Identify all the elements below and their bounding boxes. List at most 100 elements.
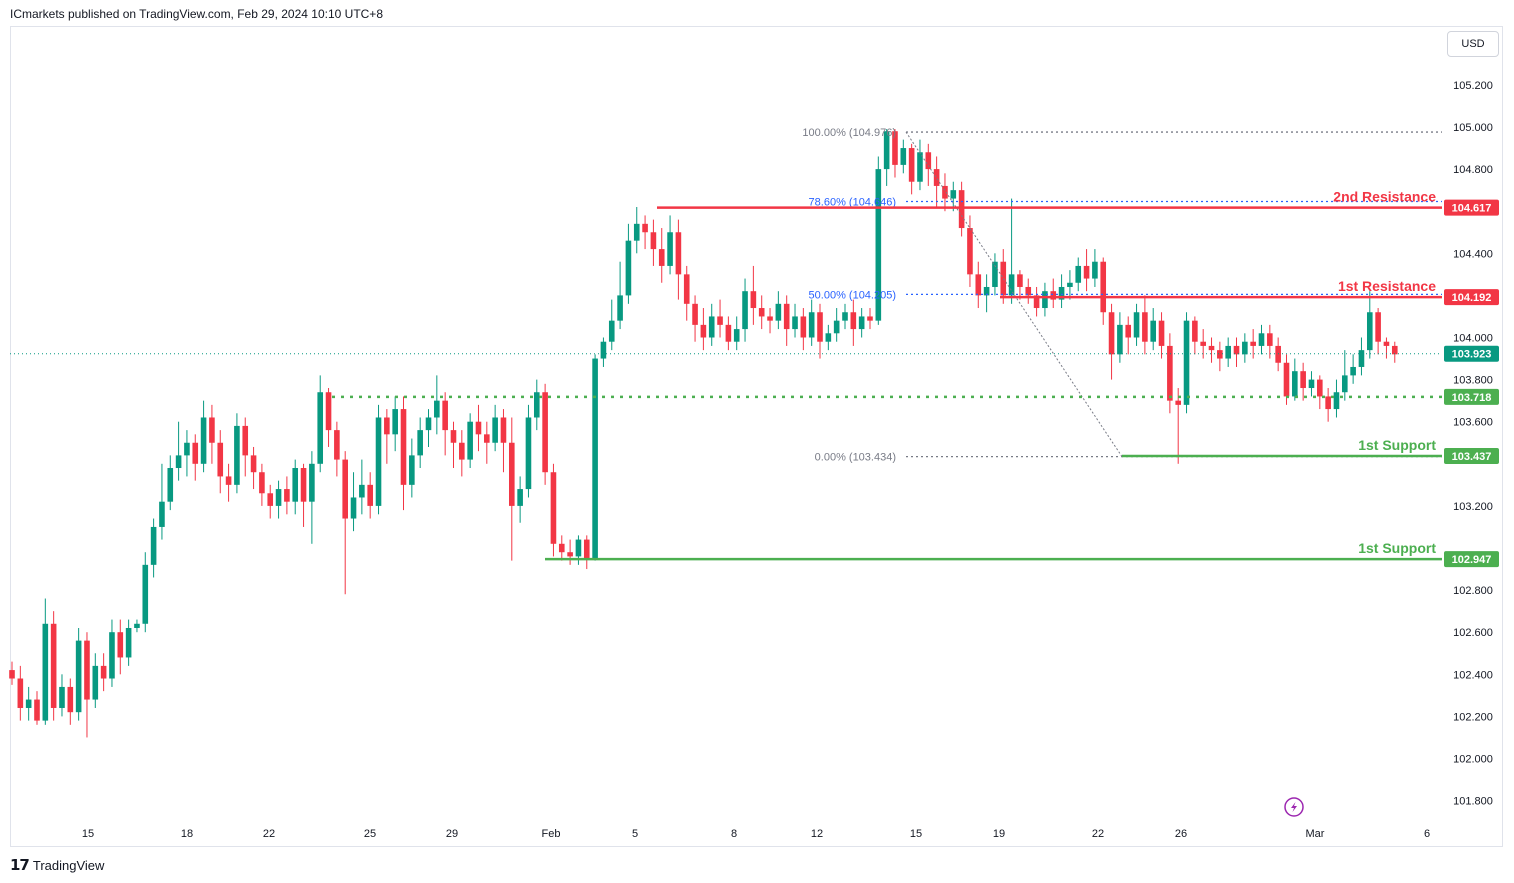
candle [600,337,607,367]
price-tick-label: 102.800 [1453,585,1493,597]
candle-body [625,240,632,296]
candle-body [342,459,348,519]
candle-body [92,665,99,700]
candle [817,303,823,359]
time-tick-label: 26 [1175,828,1187,840]
candle [25,686,32,721]
candle [1242,333,1248,363]
time-tick-label: 5 [632,828,638,840]
price-tag [1444,289,1499,306]
candle-body [642,223,648,233]
time-tick-label: 15 [82,828,94,840]
candle-body [175,455,182,469]
fib-level-label: 50.00% (104.205) [809,289,896,301]
candle [1183,312,1190,414]
candle [842,303,848,330]
candle-body [434,400,440,418]
candle-body [200,417,207,464]
candle-body [50,623,57,708]
candle-body [1358,350,1365,367]
candle-body [858,316,865,330]
currency-button[interactable]: USD [1447,31,1499,57]
candle [425,409,432,447]
candle [342,451,348,595]
candle-body [500,417,507,443]
candle-body [1100,261,1107,313]
candle-body [650,232,657,250]
candle-body [142,564,149,624]
candle-body [933,169,940,186]
candle [475,404,482,452]
candle [234,413,240,494]
candle [1008,198,1015,304]
candle [467,413,473,469]
price-tick-label: 102.600 [1453,627,1493,639]
candle [1033,286,1040,317]
candle-body [983,286,990,296]
candle-body [417,430,423,456]
candle-body [442,400,448,431]
candle-body [1025,286,1032,296]
candle-body [1117,324,1123,355]
candle-body [908,148,915,182]
candle [275,480,282,519]
time-tick-label: 18 [181,828,193,840]
candle-body [1058,286,1065,300]
candle-body [117,632,124,658]
candle-body [100,665,107,679]
publisher-line: ICmarkets published on TradingView.com, … [10,7,383,21]
fib-level-label: 0.00% (103.434) [815,452,896,464]
time-axis: 15 18 22 25 29 Feb 5 8 12 15 19 22 26 Mar 6 [82,828,1430,840]
candle [583,535,590,570]
candle [1192,316,1198,355]
candle-body [250,455,257,473]
flash-icon[interactable] [1284,797,1304,817]
candle-body [792,316,798,330]
candle [533,379,540,431]
candle [875,156,882,325]
candle-body [409,455,415,485]
candle-body [1300,371,1306,389]
candle-body [1183,320,1190,405]
candle [975,261,982,309]
candle [917,139,923,191]
price-tick-label: 104.800 [1453,164,1493,176]
price-tick-label: 105.200 [1453,80,1493,92]
time-tick-label: Mar [1306,828,1325,840]
time-tick-label: 6 [1424,828,1430,840]
candle-body [242,425,249,456]
candle [359,459,365,515]
candle [1308,371,1315,397]
candle-body [950,190,957,199]
candle [908,143,915,195]
candle-body [850,312,857,330]
candle [750,265,757,325]
candle [84,632,90,738]
candle-body [975,274,982,296]
candle [558,535,565,561]
candle [758,295,765,330]
candle [50,611,57,721]
candle-body [875,169,882,321]
candle-body [1067,282,1073,287]
candle [883,129,890,186]
candle-body [1008,274,1015,296]
candle-body [1391,345,1398,355]
time-tick-label: 22 [263,828,275,840]
candle [800,308,807,351]
candle [958,181,965,237]
candle [792,303,798,338]
footer-brand[interactable]: 𝟭𝟳 TradingView [10,856,104,874]
candle [92,653,99,708]
candle [1233,337,1240,367]
candle-body [67,686,74,713]
candle [1125,316,1132,355]
candle [1267,324,1273,359]
candle-body [375,417,382,506]
level-label: 1st Support [1358,540,1436,556]
candle-body [1283,362,1290,397]
candle-body [958,190,965,229]
candle [1208,337,1215,363]
candle-body [1317,379,1323,397]
